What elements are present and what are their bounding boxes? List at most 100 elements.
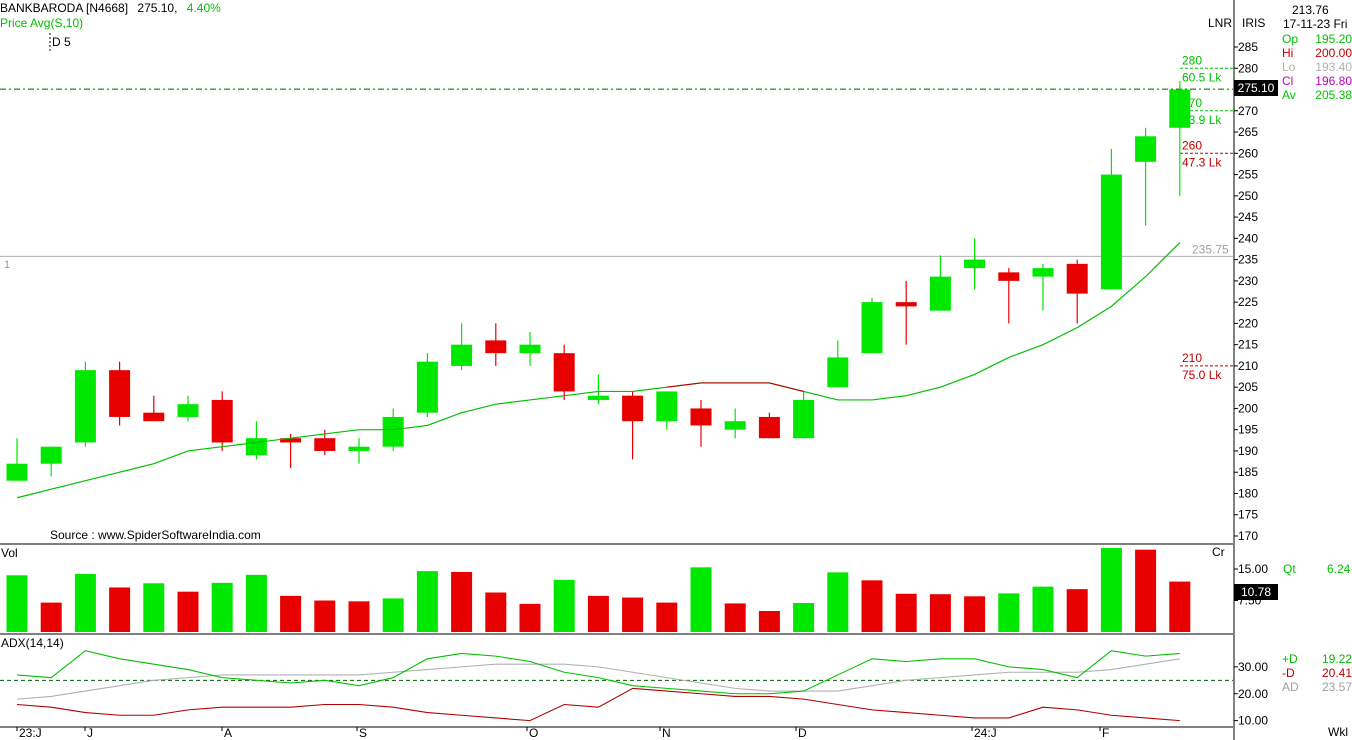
- volume-bar: [211, 582, 233, 632]
- volume-bar: [109, 587, 131, 632]
- adx-row-ad: AD 23.57: [1282, 680, 1352, 694]
- volume-bar: [724, 603, 746, 632]
- volume-bar: [1032, 586, 1054, 632]
- volume-bar: [964, 596, 986, 632]
- price-tick-label: 285: [1238, 40, 1258, 54]
- candle-body: [485, 340, 507, 354]
- pane-index: 1: [4, 259, 11, 271]
- volume-bar: [416, 571, 438, 632]
- current-volume-tag: 10.78: [1234, 584, 1278, 600]
- volume-bar: [40, 602, 62, 632]
- ohlc-value: 195.20: [1315, 32, 1352, 46]
- timeframe-label[interactable]: Wkl: [1328, 725, 1348, 739]
- ohlc-key: Av: [1282, 88, 1296, 102]
- candle-body: [280, 438, 302, 443]
- volume-bar: [143, 583, 165, 632]
- moving-average-line: [16, 242, 1181, 499]
- time-tick-label: 24:J: [974, 726, 997, 740]
- volume-bar: [1169, 581, 1191, 632]
- change-percent: 4.40%: [186, 1, 221, 15]
- time-tick-label: J: [87, 726, 93, 740]
- price-tick-label: 175: [1238, 508, 1258, 522]
- candle-body: [74, 370, 96, 443]
- time-tick-label: A: [224, 726, 232, 740]
- volume-bar: [1100, 548, 1122, 632]
- candle-body: [964, 259, 986, 269]
- volume-bar: [929, 594, 951, 632]
- adx-row-d: -D 20.41: [1282, 666, 1352, 680]
- volume-bar: [656, 602, 678, 632]
- level-volume-label: 75.0 Lk: [1182, 368, 1222, 382]
- volume-bar: [451, 571, 473, 632]
- candle-body: [348, 446, 370, 451]
- qt-value: 6.24: [1327, 562, 1351, 576]
- adx-tick-label: 30.00: [1238, 660, 1268, 674]
- price-tick-label: 280: [1238, 61, 1258, 75]
- volume-bar: [861, 580, 883, 632]
- ohlc-value: 200.00: [1315, 46, 1352, 60]
- candle-body: [6, 463, 28, 481]
- candle-body: [861, 302, 883, 354]
- candle-body: [1135, 136, 1157, 162]
- volume-bar: [998, 593, 1020, 632]
- level-volume-label: 53.9 Lk: [1182, 113, 1222, 127]
- price-tick-label: 210: [1238, 359, 1258, 373]
- volume-bar: [587, 595, 609, 632]
- qt-label: Qt: [1283, 562, 1296, 576]
- ohlc-value: 193.40: [1315, 60, 1352, 74]
- price-tick-label: 190: [1238, 444, 1258, 458]
- candle-body: [724, 421, 746, 430]
- ohlc-key: Lo: [1282, 60, 1296, 74]
- price-tick-label: 270: [1238, 104, 1258, 118]
- ohlc-row-op: Op 195.20: [1282, 32, 1352, 46]
- volume-bar: [348, 601, 370, 632]
- candle-body: [1169, 89, 1191, 128]
- adx-key: +D: [1282, 652, 1298, 666]
- volume-unit: Cr: [1212, 545, 1225, 559]
- price-tick-label: 255: [1238, 168, 1258, 182]
- cursor-date: 17-11-23 Fri: [1283, 17, 1348, 31]
- time-tick-label: 23:J: [19, 726, 42, 740]
- candle-body: [998, 272, 1020, 281]
- candle-body: [553, 353, 575, 392]
- ohlc-row-hi: Hi 200.00: [1282, 46, 1352, 60]
- plus-di-line: [16, 650, 1180, 695]
- volume-bar: [622, 597, 644, 632]
- ohlc-value: 196.80: [1315, 74, 1352, 88]
- price-tick-label: 200: [1238, 401, 1258, 415]
- candle-body: [143, 412, 165, 422]
- volume-bar: [314, 600, 336, 632]
- candle-body: [587, 395, 609, 400]
- volume-bar: [827, 572, 849, 632]
- adx-tick-label: 10.00: [1238, 714, 1268, 728]
- price-tick-label: 220: [1238, 316, 1258, 330]
- iris-button[interactable]: IRIS: [1242, 16, 1266, 30]
- level-price-label: 210: [1182, 351, 1202, 365]
- price-tick-label: 245: [1238, 210, 1258, 224]
- volume-bar: [758, 611, 780, 632]
- volume-bar: [6, 575, 28, 632]
- time-tick-label: D: [798, 726, 807, 740]
- lnr-button[interactable]: LNR: [1208, 16, 1233, 30]
- volume-bar: [74, 574, 96, 632]
- moving-average-segment-down: [666, 382, 804, 393]
- candle-body: [519, 344, 541, 354]
- volume-bar: [280, 595, 302, 632]
- candle-body: [622, 395, 644, 422]
- price-tick-label: 205: [1238, 380, 1258, 394]
- candle-body: [177, 404, 199, 417]
- minus-di-line: [16, 687, 1180, 722]
- time-tick-label: O: [529, 726, 538, 740]
- candle-body: [758, 416, 780, 439]
- ohlc-row-lo: Lo 193.40: [1282, 60, 1352, 74]
- symbol-title: BANKBARODA [N4668] 275.10, 4.40%: [0, 1, 221, 15]
- volume-bar: [690, 567, 712, 632]
- price-tick-label: 180: [1238, 486, 1258, 500]
- candle-body: [827, 357, 849, 388]
- volume-bar: [895, 593, 917, 632]
- adx-value: 23.57: [1321, 680, 1352, 694]
- time-tick-label: F: [1102, 726, 1109, 740]
- candle-body: [314, 438, 336, 451]
- price-tick-label: 215: [1238, 338, 1258, 352]
